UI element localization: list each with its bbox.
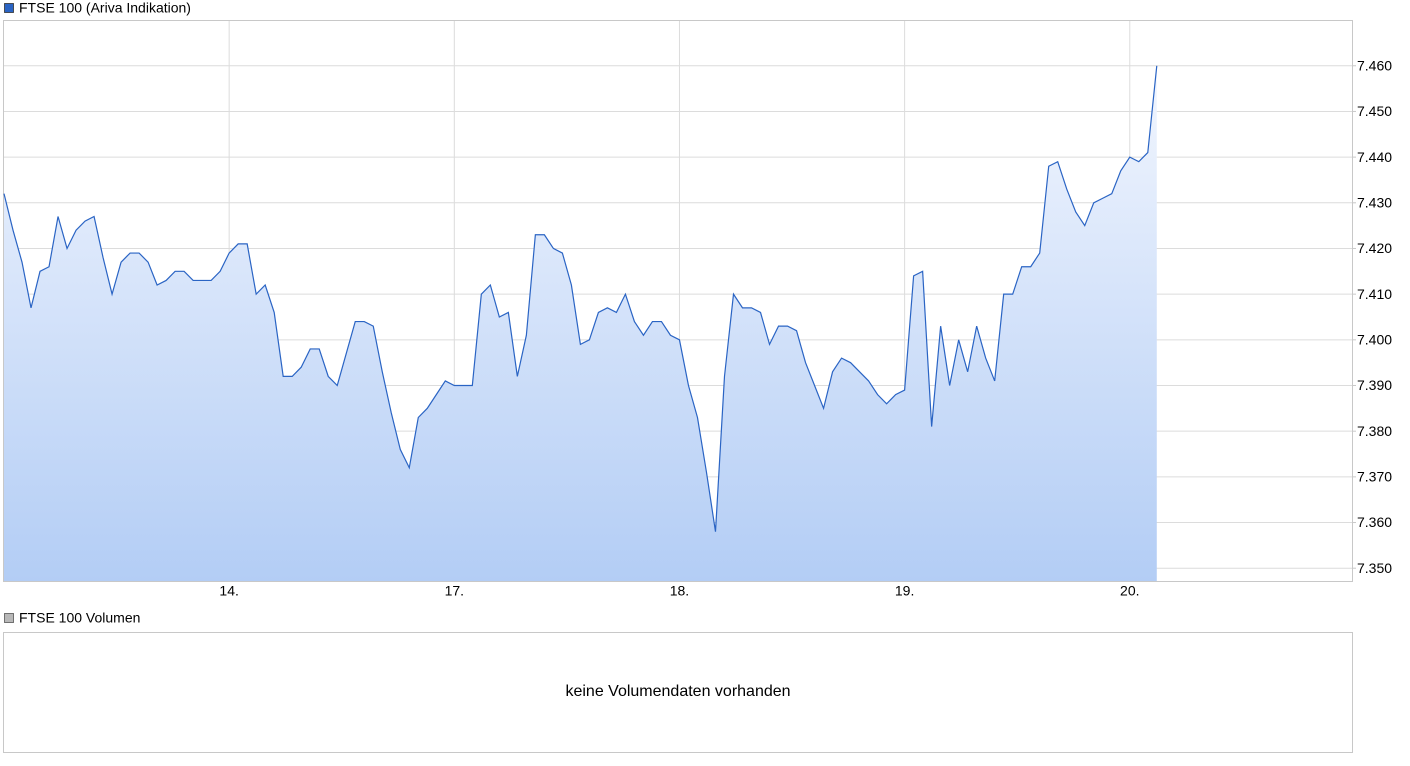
y-tick-label: 7.400 [1357, 332, 1392, 348]
y-tick-label: 7.410 [1357, 286, 1392, 302]
x-tick-label: 14. [219, 583, 238, 599]
area [4, 65, 1157, 581]
legend-label: FTSE 100 (Ariva Indikation) [19, 0, 191, 16]
y-tick-label: 7.460 [1357, 57, 1392, 73]
volume-frame [3, 632, 1353, 753]
line [3, 65, 1158, 532]
y-tick-label: 7.360 [1357, 514, 1392, 530]
legend-swatch [4, 613, 14, 623]
x-tick-label: 20. [1120, 583, 1139, 599]
y-tick-label: 7.440 [1357, 149, 1392, 165]
legend-label: FTSE 100 Volumen [19, 610, 140, 626]
plot-frame [3, 20, 1353, 582]
x-tick-label: 18. [670, 583, 689, 599]
y-tick-label: 7.370 [1357, 469, 1392, 485]
y-tick-label: 7.390 [1357, 377, 1392, 393]
y-tick-label: 7.450 [1357, 103, 1392, 119]
y-tick-label: 7.420 [1357, 240, 1392, 256]
y-tick-label: 7.380 [1357, 423, 1392, 439]
legend-swatch [4, 3, 14, 13]
y-tick-label: 7.430 [1357, 194, 1392, 210]
y-tick-label: 7.350 [1357, 560, 1392, 576]
no-data-message: keine Volumendaten vorhanden [565, 683, 790, 700]
x-tick-label: 17. [445, 583, 464, 599]
x-tick-label: 19. [895, 583, 914, 599]
